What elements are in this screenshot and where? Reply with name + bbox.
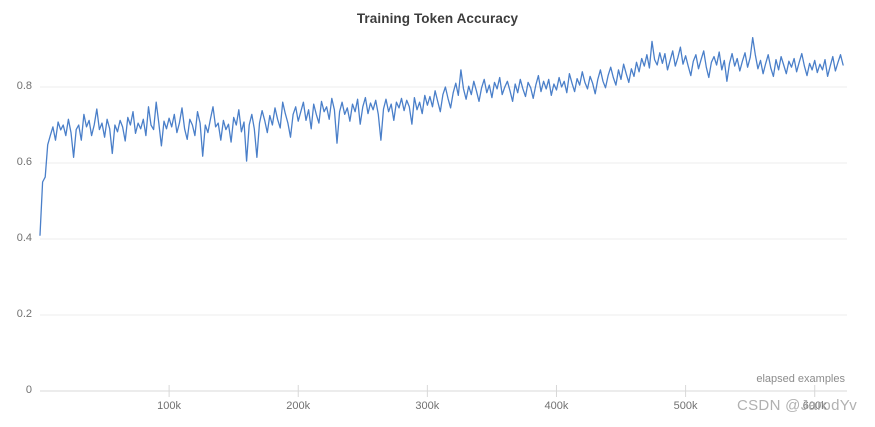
x-tick-label: 400k [544, 400, 569, 412]
x-tick-label: 100k [157, 400, 182, 412]
chart-title: Training Token Accuracy [356, 11, 519, 26]
x-tick-label: 300k [415, 400, 440, 412]
y-tick-label: 0.4 [16, 232, 32, 244]
accuracy-series-line[interactable] [39, 36, 844, 236]
y-tick-label: 0.8 [16, 80, 32, 92]
y-tick-label: 0.6 [16, 156, 32, 168]
y-tick-label: 0.2 [16, 308, 32, 320]
y-tick-label: 0 [25, 384, 32, 396]
x-axis-title: elapsed examples [756, 373, 845, 385]
watermark: CSDN @JarodYv [737, 397, 857, 414]
x-tick-label: 500k [673, 400, 698, 412]
x-tick-label: 600k [802, 400, 827, 412]
x-tick-label: 200k [286, 400, 311, 412]
